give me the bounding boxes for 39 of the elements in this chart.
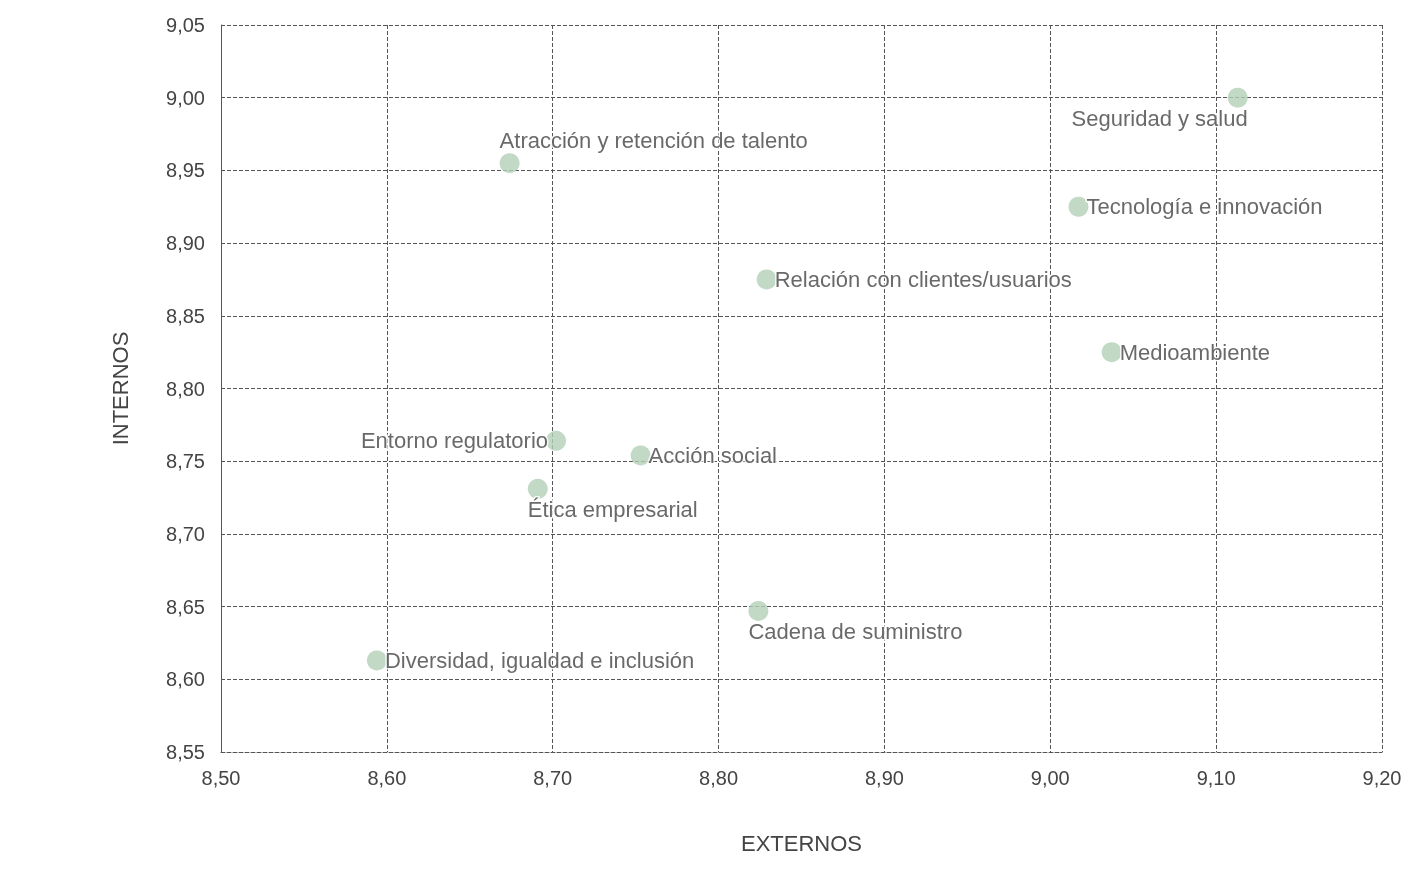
- x-tick-label: 8,60: [367, 767, 407, 789]
- y-axis-title: INTERNOS: [107, 331, 133, 446]
- annotation: Tecnología e innovación: [1086, 194, 1323, 220]
- annotation: Entorno regulatorio: [360, 428, 549, 454]
- point: [499, 153, 520, 174]
- annotation: Seguridad y salud: [1071, 106, 1248, 132]
- point: [366, 650, 387, 671]
- y-tick-label: 8,75: [166, 450, 205, 473]
- y-tick-label: 9,00: [166, 86, 205, 109]
- x-tick-label: 8,70: [533, 767, 573, 789]
- point: [546, 430, 567, 451]
- point: [527, 478, 548, 499]
- y-tick-label: 8,60: [166, 668, 205, 691]
- annotation: Ética empresarial: [527, 497, 698, 523]
- point: [748, 600, 769, 621]
- x-tick-label: 8,80: [699, 767, 739, 789]
- x-tick-label: 9,10: [1196, 767, 1236, 789]
- x-tick-label: 9,00: [1030, 767, 1070, 789]
- x-tick-label: 8,90: [864, 767, 904, 789]
- y-tick-label: 8,85: [166, 304, 205, 327]
- y-tick-label: 8,70: [166, 522, 205, 545]
- point: [1101, 342, 1122, 363]
- point: [756, 269, 777, 290]
- x-axis-title: EXTERNOS: [740, 830, 863, 856]
- x-tick-label: 9,20: [1362, 767, 1402, 789]
- y-tick-label: 8,95: [166, 159, 205, 182]
- x-tick-label: 8,50: [201, 767, 241, 789]
- annotation: Relación con clientes/usuarios: [774, 266, 1072, 292]
- point: [1068, 196, 1089, 217]
- annotation: Medioambiente: [1119, 339, 1271, 365]
- y-tick-label: 8,65: [166, 595, 205, 618]
- annotation: Atracción y retención de talento: [499, 127, 808, 153]
- y-tick-label: 8,90: [166, 232, 205, 255]
- y-tick-label: 8,80: [166, 377, 205, 400]
- annotation: Cadena de suministro: [748, 619, 963, 645]
- point: [1227, 87, 1248, 108]
- annotation: Diversidad, igualdad e inclusión: [384, 647, 695, 673]
- y-tick-label: 9,05: [166, 14, 205, 36]
- y-tick-label: 8,55: [166, 741, 205, 763]
